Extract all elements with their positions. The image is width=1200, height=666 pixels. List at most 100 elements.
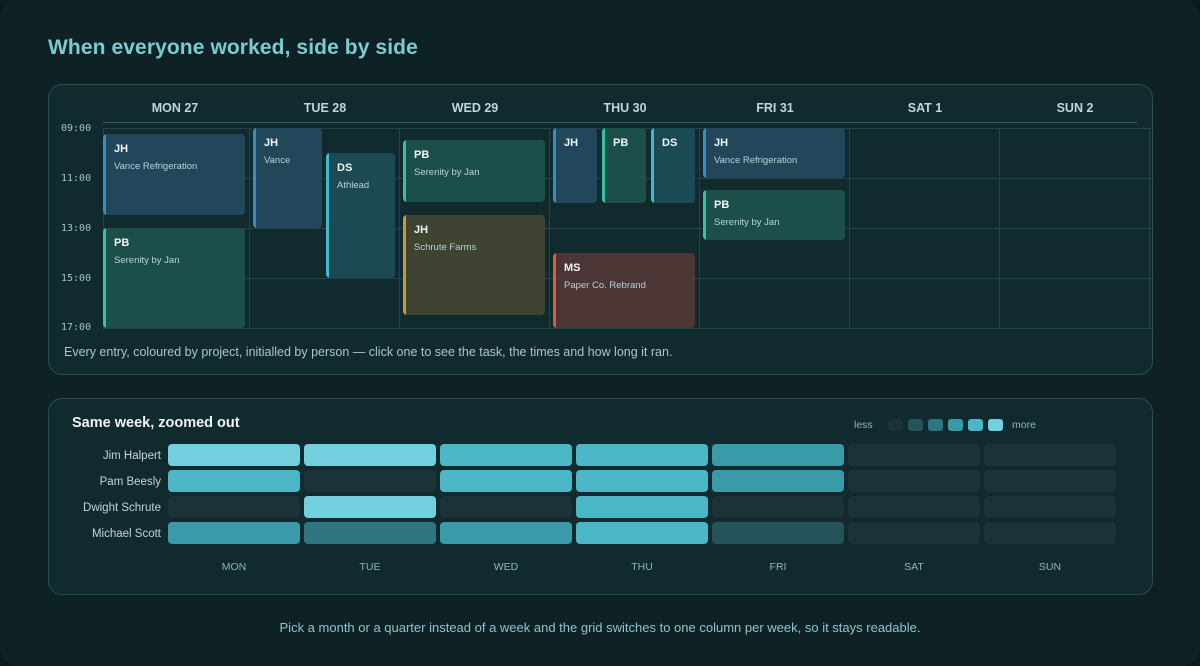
week-calendar-card: MON 27 TUE 28 WED 29 THU 30 FRI 31 SAT 1… <box>48 84 1153 375</box>
day-header-fri: FRI 31 <box>756 101 794 115</box>
time-label-1100: 11:00 <box>61 173 92 184</box>
calendar-grid: JH Vance Refrigeration PB Serenity by Ja… <box>103 128 1153 329</box>
entry-initials: MS <box>564 262 581 274</box>
heatmap-title: Same week, zoomed out <box>72 415 240 431</box>
heatmap-cell[interactable] <box>440 522 572 544</box>
heatmap-cell[interactable] <box>440 444 572 466</box>
grid-vline <box>399 128 400 329</box>
calendar-entry[interactable]: JH Vance Refrigeration <box>103 134 245 215</box>
time-label-0900: 09:00 <box>61 123 92 134</box>
heatmap-cell[interactable] <box>848 522 980 544</box>
entry-task: Schrute Farms <box>414 242 477 253</box>
heatmap-cell[interactable] <box>848 444 980 466</box>
grid-vline <box>1149 128 1150 329</box>
row-label-michael: Michael Scott <box>91 528 161 540</box>
column-label-mon: MON <box>221 561 247 573</box>
legend-more-label: more <box>1012 419 1036 431</box>
calendar-entry[interactable]: JH Vance <box>253 128 322 228</box>
legend-swatch <box>948 419 963 431</box>
legend-swatch <box>988 419 1003 431</box>
entry-task: Vance Refrigeration <box>714 155 798 166</box>
calendar-entry[interactable]: PB Serenity by Jan <box>403 140 545 202</box>
legend-less-label: less <box>854 419 873 431</box>
entry-task: Paper Co. Rebrand <box>564 280 646 291</box>
entry-initials: PB <box>613 137 629 149</box>
heatmap-cell[interactable] <box>168 470 300 492</box>
calendar-entry[interactable]: JH Vance Refrigeration <box>703 128 845 178</box>
entry-initials: DS <box>662 137 678 149</box>
calendar-entry[interactable]: PB Serenity by Jan <box>103 228 245 328</box>
entry-task: Vance Refrigeration <box>114 161 198 172</box>
heatmap-cell[interactable] <box>712 522 844 544</box>
heatmap-cell[interactable] <box>576 444 708 466</box>
day-header-mon: MON 27 <box>151 101 199 115</box>
legend-swatch <box>888 419 903 431</box>
footer-note: Pick a month or a quarter instead of a w… <box>279 620 921 635</box>
grid-vline <box>699 128 700 329</box>
entry-initials: JH <box>564 137 579 149</box>
heatmap-card: Same week, zoomed out less more Jim Halp… <box>48 398 1153 595</box>
heatmap-cell[interactable] <box>712 444 844 466</box>
heatmap-cell[interactable] <box>984 522 1116 544</box>
heatmap-cell[interactable] <box>304 496 436 518</box>
heatmap-cell[interactable] <box>984 470 1116 492</box>
day-header-tue: TUE 28 <box>303 101 347 115</box>
column-label-sun: SUN <box>1038 561 1062 573</box>
heatmap-cell[interactable] <box>440 470 572 492</box>
calendar-entry[interactable]: DS Athlead <box>326 153 395 278</box>
heatmap-cell[interactable] <box>304 444 436 466</box>
legend-swatch <box>968 419 983 431</box>
heatmap-cell[interactable] <box>984 496 1116 518</box>
grid-vline <box>999 128 1000 329</box>
day-header-sat: SAT 1 <box>907 101 943 115</box>
entry-task: Vance <box>264 155 291 166</box>
grid-hline <box>103 328 1153 329</box>
heatmap-cell[interactable] <box>712 496 844 518</box>
calendar-entry[interactable]: PB <box>602 128 646 203</box>
heatmap-cell[interactable] <box>848 470 980 492</box>
heatmap-cell[interactable] <box>168 444 300 466</box>
entry-initials: JH <box>114 143 129 155</box>
day-header-thu: THU 30 <box>603 101 647 115</box>
row-label-pam: Pam Beesly <box>99 476 161 488</box>
column-label-thu: THU <box>631 561 653 573</box>
entry-initials: JH <box>264 137 279 149</box>
calendar-entry[interactable]: PB Serenity by Jan <box>703 190 845 240</box>
calendar-entry[interactable]: JH Schrute Farms <box>403 215 545 315</box>
day-header-wed: WED 29 <box>451 101 499 115</box>
legend-swatch <box>908 419 923 431</box>
entry-initials: PB <box>114 237 130 249</box>
column-label-sat: SAT <box>904 561 924 573</box>
entry-task: Serenity by Jan <box>114 255 180 266</box>
heatmap-cell[interactable] <box>576 470 708 492</box>
calendar-entry[interactable]: MS Paper Co. Rebrand <box>553 253 695 328</box>
column-label-fri: FRI <box>769 561 787 573</box>
day-header-sun: SUN 2 <box>1056 101 1094 115</box>
page-title: When everyone worked, side by side <box>48 36 418 59</box>
heatmap-cell[interactable] <box>168 522 300 544</box>
heatmap-cell[interactable] <box>984 444 1116 466</box>
calendar-entry[interactable]: DS <box>651 128 695 203</box>
heatmap-cell[interactable] <box>304 522 436 544</box>
heatmap-cell[interactable] <box>168 496 300 518</box>
row-label-jim: Jim Halpert <box>102 450 161 462</box>
calendar-entry[interactable]: JH <box>553 128 597 203</box>
heatmap-cell[interactable] <box>712 470 844 492</box>
heatmap-cell[interactable] <box>440 496 572 518</box>
grid-hline <box>103 228 1153 229</box>
heatmap-cell[interactable] <box>576 496 708 518</box>
grid-vline <box>849 128 850 329</box>
heatmap-cell[interactable] <box>848 496 980 518</box>
heatmap-cell[interactable] <box>576 522 708 544</box>
time-label-1500: 15:00 <box>61 273 92 284</box>
heatmap-cell[interactable] <box>304 470 436 492</box>
entry-initials: PB <box>714 199 730 211</box>
time-label-1700: 17:00 <box>61 322 92 333</box>
grid-vline <box>549 128 550 329</box>
time-label-1300: 13:00 <box>61 223 92 234</box>
entry-initials: PB <box>414 149 430 161</box>
row-label-dwight: Dwight Schrute <box>83 502 161 514</box>
entry-initials: JH <box>714 137 729 149</box>
week-caption: Every entry, coloured by project, initia… <box>64 345 673 359</box>
